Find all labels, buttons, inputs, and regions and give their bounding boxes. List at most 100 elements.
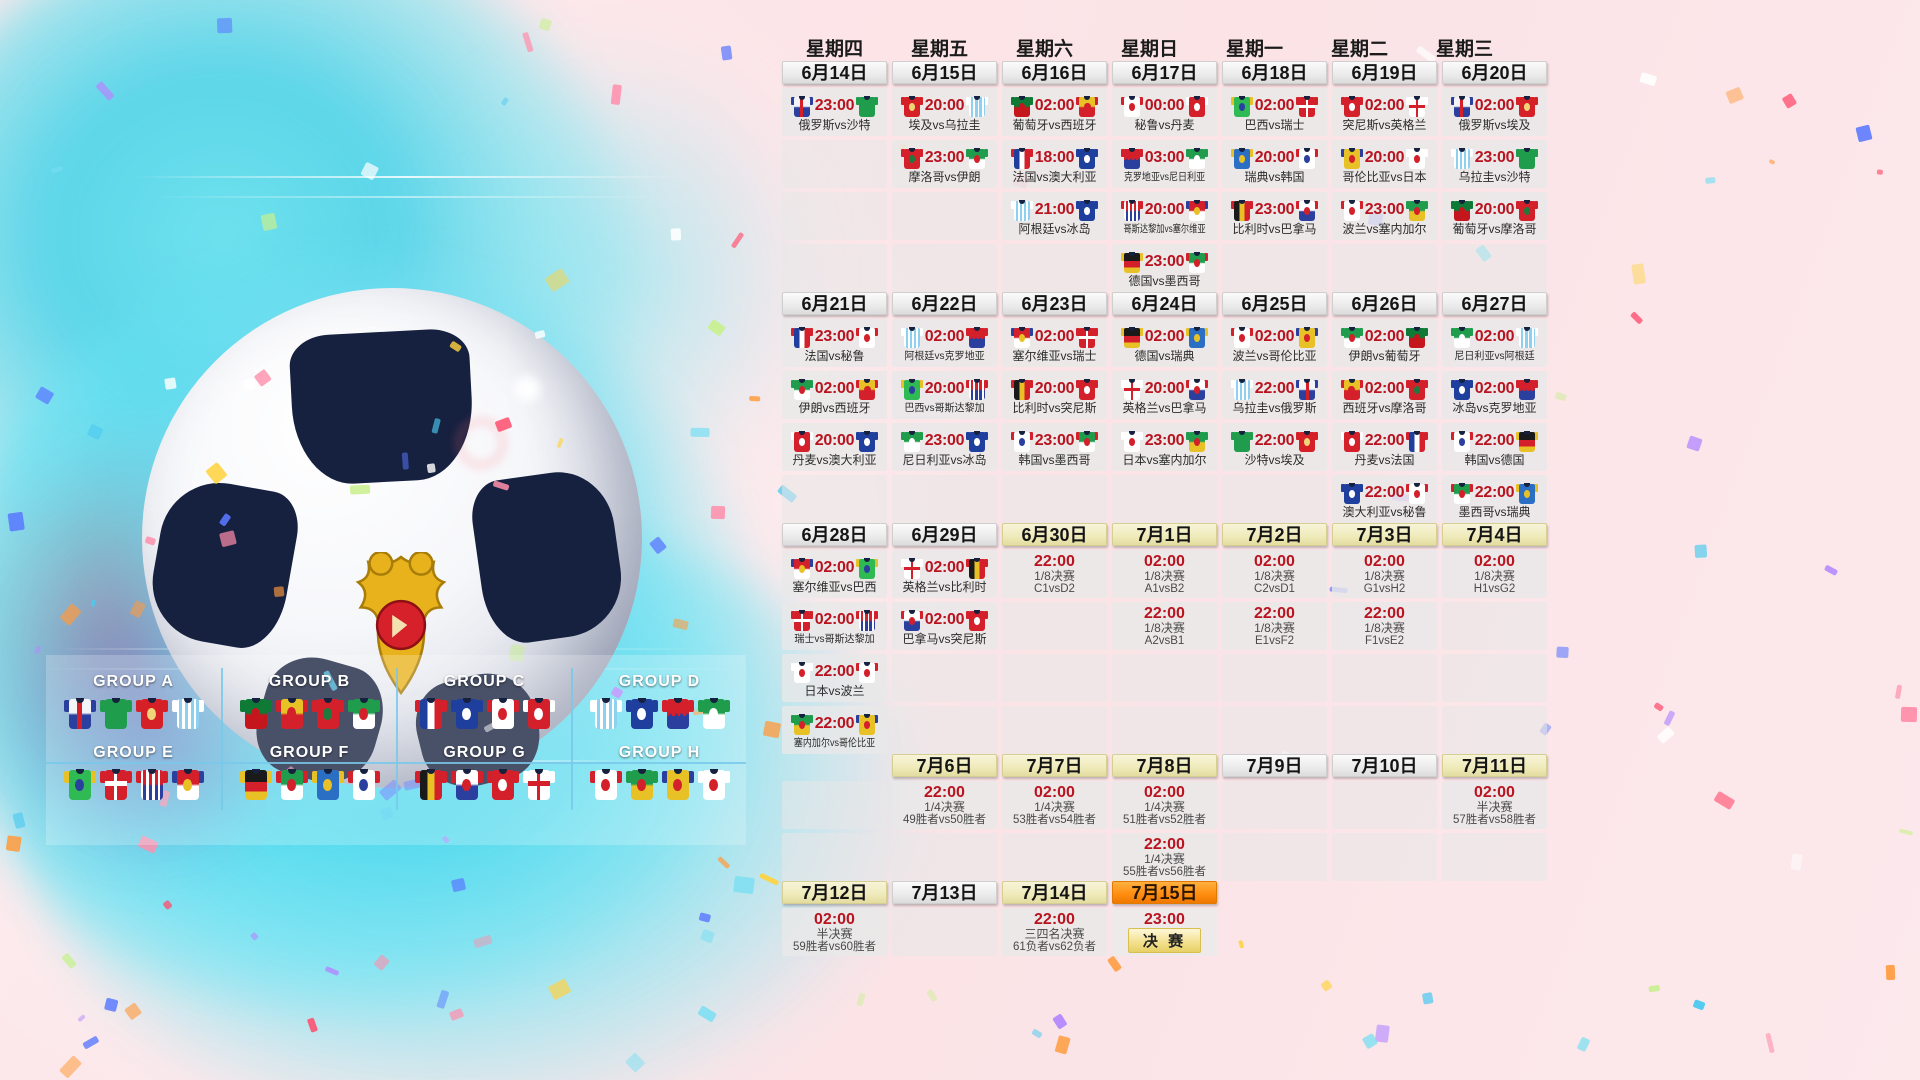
match-cell[interactable]: 02:00 尼日利亚vs阿根廷 (1442, 319, 1547, 367)
match-cell[interactable]: 02:00 突尼斯vs英格兰 (1332, 88, 1437, 136)
match-cell[interactable]: 22:00 日本vs波兰 (782, 654, 887, 702)
schedule-date-header[interactable]: 7月12日 (782, 881, 887, 904)
match-cell[interactable]: 22:00 澳大利亚vs秘鲁 (1332, 475, 1437, 523)
schedule-date-header[interactable]: 6月22日 (892, 292, 997, 315)
schedule-date-header[interactable]: 6月29日 (892, 523, 997, 546)
knockout-match-cell[interactable]: 22:00 1/4决赛 49胜者vs50胜者 (892, 781, 997, 829)
group-box[interactable]: GROUP E (46, 739, 221, 810)
schedule-date-header[interactable]: 7月10日 (1332, 754, 1437, 777)
match-cell[interactable]: 02:00 巴西vs瑞士 (1222, 88, 1327, 136)
knockout-match-cell[interactable]: 22:00 1/8决赛 A2vsB1 (1112, 602, 1217, 650)
match-cell[interactable]: 23:00 波兰vs塞内加尔 (1332, 192, 1437, 240)
group-box[interactable]: GROUP F (221, 739, 396, 810)
schedule-date-header[interactable]: 6月18日 (1222, 61, 1327, 84)
match-cell[interactable]: 02:00 塞尔维亚vs巴西 (782, 550, 887, 598)
schedule-date-header[interactable]: 6月17日 (1112, 61, 1217, 84)
knockout-match-cell[interactable]: 02:00 1/4决赛 53胜者vs54胜者 (1002, 781, 1107, 829)
match-cell[interactable]: 02:00 塞尔维亚vs瑞士 (1002, 319, 1107, 367)
schedule-date-header[interactable]: 6月28日 (782, 523, 887, 546)
match-cell[interactable]: 23:00 德国vs墨西哥 (1112, 244, 1217, 292)
match-cell[interactable]: 02:00 波兰vs哥伦比亚 (1222, 319, 1327, 367)
match-cell[interactable]: 02:00 冰岛vs克罗地亚 (1442, 371, 1547, 419)
match-cell[interactable]: 22:00 丹麦vs法国 (1332, 423, 1437, 471)
knockout-match-cell[interactable]: 02:00 1/8决赛 C2vsD1 (1222, 550, 1327, 598)
match-cell[interactable]: 02:00 俄罗斯vs埃及 (1442, 88, 1547, 136)
match-cell[interactable]: 02:00 巴拿马vs突尼斯 (892, 602, 997, 650)
match-cell[interactable]: 02:00 英格兰vs比利时 (892, 550, 997, 598)
match-cell[interactable]: 23:00 摩洛哥vs伊朗 (892, 140, 997, 188)
schedule-date-header[interactable]: 7月11日 (1442, 754, 1547, 777)
knockout-match-cell[interactable]: 22:00 三四名决赛 61负者vs62负者 (1002, 908, 1107, 956)
match-cell[interactable]: 20:00 丹麦vs澳大利亚 (782, 423, 887, 471)
schedule-date-header[interactable]: 7月13日 (892, 881, 997, 904)
match-cell[interactable]: 02:00 西班牙vs摩洛哥 (1332, 371, 1437, 419)
match-cell[interactable]: 20:00 巴西vs哥斯达黎加 (892, 371, 997, 419)
knockout-match-cell[interactable]: 02:00 半决赛 59胜者vs60胜者 (782, 908, 887, 956)
knockout-match-cell[interactable]: 02:00 1/8决赛 H1vsG2 (1442, 550, 1547, 598)
match-cell[interactable]: 23:00 俄罗斯vs沙特 (782, 88, 887, 136)
match-cell[interactable]: 20:00 比利时vs突尼斯 (1002, 371, 1107, 419)
schedule-date-header[interactable]: 6月25日 (1222, 292, 1327, 315)
match-cell[interactable]: 23:00 尼日利亚vs冰岛 (892, 423, 997, 471)
group-box[interactable]: GROUP A (46, 668, 221, 739)
match-cell[interactable]: 22:00 塞内加尔vs哥伦比亚 (782, 706, 887, 754)
match-cell[interactable]: 20:00 葡萄牙vs摩洛哥 (1442, 192, 1547, 240)
match-cell[interactable]: 03:00 克罗地亚vs尼日利亚 (1112, 140, 1217, 188)
group-box[interactable]: GROUP C (396, 668, 571, 739)
group-box[interactable]: GROUP D (571, 668, 746, 739)
match-cell[interactable]: 22:00 韩国vs德国 (1442, 423, 1547, 471)
knockout-match-cell[interactable]: 22:00 1/8决赛 F1vsE2 (1332, 602, 1437, 650)
match-cell[interactable]: 23:00 日本vs塞内加尔 (1112, 423, 1217, 471)
schedule-date-header[interactable]: 7月15日 (1112, 881, 1217, 904)
match-cell[interactable]: 22:00 乌拉圭vs俄罗斯 (1222, 371, 1327, 419)
schedule-date-header[interactable]: 6月14日 (782, 61, 887, 84)
knockout-match-cell[interactable]: 02:00 1/8决赛 A1vsB2 (1112, 550, 1217, 598)
schedule-date-header[interactable]: 7月8日 (1112, 754, 1217, 777)
knockout-match-cell[interactable]: 22:00 1/8决赛 C1vsD2 (1002, 550, 1107, 598)
schedule-date-header[interactable]: 6月23日 (1002, 292, 1107, 315)
schedule-date-header[interactable]: 6月30日 (1002, 523, 1107, 546)
schedule-date-header[interactable]: 7月3日 (1332, 523, 1437, 546)
match-cell[interactable]: 20:00 英格兰vs巴拿马 (1112, 371, 1217, 419)
schedule-date-header[interactable]: 7月7日 (1002, 754, 1107, 777)
match-cell[interactable]: 02:00 葡萄牙vs西班牙 (1002, 88, 1107, 136)
match-cell[interactable]: 02:00 伊朗vs葡萄牙 (1332, 319, 1437, 367)
match-cell[interactable]: 02:00 瑞士vs哥斯达黎加 (782, 602, 887, 650)
group-box[interactable]: GROUP G (396, 739, 571, 810)
match-cell[interactable]: 02:00 伊朗vs西班牙 (782, 371, 887, 419)
knockout-match-cell[interactable]: 22:00 1/8决赛 E1vsF2 (1222, 602, 1327, 650)
match-cell[interactable]: 21:00 阿根廷vs冰岛 (1002, 192, 1107, 240)
schedule-date-header[interactable]: 6月24日 (1112, 292, 1217, 315)
schedule-date-header[interactable]: 7月9日 (1222, 754, 1327, 777)
match-cell[interactable]: 23:00 韩国vs墨西哥 (1002, 423, 1107, 471)
schedule-date-header[interactable]: 7月14日 (1002, 881, 1107, 904)
knockout-match-cell[interactable]: 02:00 1/8决赛 G1vsH2 (1332, 550, 1437, 598)
match-cell[interactable]: 02:00 阿根廷vs克罗地亚 (892, 319, 997, 367)
schedule-date-header[interactable]: 6月21日 (782, 292, 887, 315)
match-cell[interactable]: 20:00 瑞典vs韩国 (1222, 140, 1327, 188)
match-cell[interactable]: 23:00 法国vs秘鲁 (782, 319, 887, 367)
schedule-date-header[interactable]: 6月20日 (1442, 61, 1547, 84)
match-cell[interactable]: 20:00 哥斯达黎加vs塞尔维亚 (1112, 192, 1217, 240)
schedule-date-header[interactable]: 6月26日 (1332, 292, 1437, 315)
schedule-date-header[interactable]: 6月15日 (892, 61, 997, 84)
match-cell[interactable]: 00:00 秘鲁vs丹麦 (1112, 88, 1217, 136)
match-cell[interactable]: 20:00 埃及vs乌拉圭 (892, 88, 997, 136)
match-cell[interactable]: 02:00 德国vs瑞典 (1112, 319, 1217, 367)
match-cell[interactable]: 20:00 哥伦比亚vs日本 (1332, 140, 1437, 188)
group-box[interactable]: GROUP H (571, 739, 746, 810)
match-cell[interactable]: 23:00 乌拉圭vs沙特 (1442, 140, 1547, 188)
match-cell[interactable]: 22:00 墨西哥vs瑞典 (1442, 475, 1547, 523)
match-cell[interactable]: 18:00 法国vs澳大利亚 (1002, 140, 1107, 188)
knockout-match-cell[interactable]: 02:00 半决赛 57胜者vs58胜者 (1442, 781, 1547, 829)
schedule-date-header[interactable]: 7月2日 (1222, 523, 1327, 546)
match-cell[interactable]: 22:00 沙特vs埃及 (1222, 423, 1327, 471)
schedule-date-header[interactable]: 7月1日 (1112, 523, 1217, 546)
schedule-date-header[interactable]: 6月19日 (1332, 61, 1437, 84)
final-match-cell[interactable]: 23:00 决 赛 (1112, 908, 1217, 956)
knockout-match-cell[interactable]: 22:00 1/4决赛 55胜者vs56胜者 (1112, 833, 1217, 881)
schedule-date-header[interactable]: 6月27日 (1442, 292, 1547, 315)
schedule-date-header[interactable]: 7月4日 (1442, 523, 1547, 546)
knockout-match-cell[interactable]: 02:00 1/4决赛 51胜者vs52胜者 (1112, 781, 1217, 829)
group-box[interactable]: GROUP B (221, 668, 396, 739)
